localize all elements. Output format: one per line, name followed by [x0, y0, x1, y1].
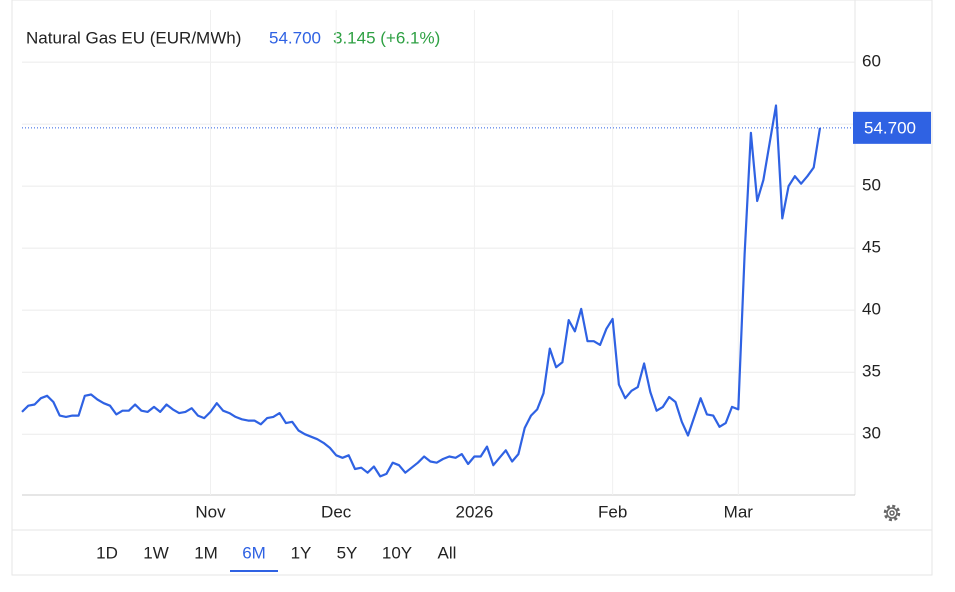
y-tick-label: 40: [862, 300, 881, 319]
last-price-badge: [853, 111, 931, 144]
y-tick-label: 35: [862, 362, 881, 381]
panel: [11, 0, 933, 576]
y-tick-label: 45: [862, 238, 881, 257]
x-tick-label: 2026: [455, 502, 493, 521]
x-tick-label: Dec: [321, 502, 352, 521]
x-tick-label: Feb: [598, 502, 627, 521]
gear-hole: [889, 510, 895, 516]
range-button[interactable]: 1M: [194, 543, 218, 562]
y-tick-label: 30: [862, 424, 881, 443]
range-selected-underline: [230, 570, 278, 572]
x-tick-label: Mar: [724, 502, 754, 521]
range-button[interactable]: All: [438, 543, 457, 562]
range-button[interactable]: 1Y: [291, 543, 312, 562]
gear-ring: [886, 507, 898, 519]
range-button[interactable]: 5Y: [337, 543, 358, 562]
y-tick-label: 60: [862, 52, 881, 71]
price: 54.700: [269, 28, 321, 47]
chart-title: Natural Gas EU (EUR/MWh): [26, 28, 241, 47]
range-button[interactable]: 1D: [96, 543, 118, 562]
gear-teeth: [883, 504, 901, 522]
range-button[interactable]: 1W: [143, 543, 169, 562]
change: 3.145 (+6.1%): [333, 28, 440, 47]
range-button[interactable]: 10Y: [382, 543, 412, 562]
range-button[interactable]: 6M: [242, 543, 266, 562]
last-price-label: 54.700: [864, 118, 916, 137]
x-tick-label: Nov: [195, 502, 226, 521]
y-tick-label: 50: [862, 176, 881, 195]
price-line: [21, 104, 822, 478]
settings-icon[interactable]: [883, 504, 901, 522]
